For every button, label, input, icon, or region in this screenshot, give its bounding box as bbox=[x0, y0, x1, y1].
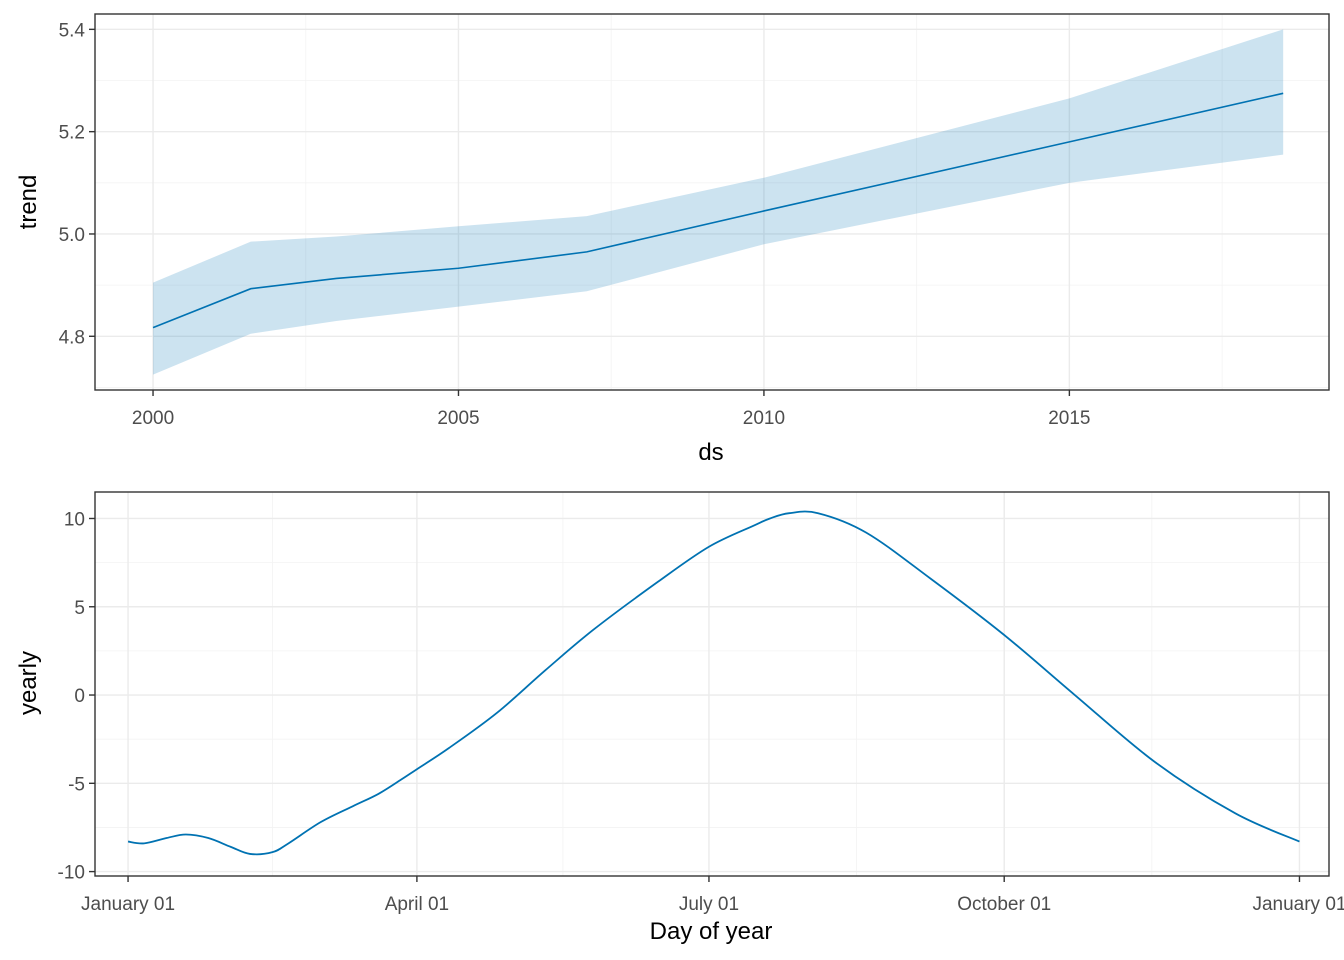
x-tick-label: 2015 bbox=[1048, 408, 1090, 429]
x-tick-label: January 01 bbox=[81, 894, 175, 915]
trend-x-axis-title: ds bbox=[698, 439, 723, 466]
x-tick-label: 2005 bbox=[437, 408, 479, 429]
x-tick-label: January 01 bbox=[1252, 894, 1344, 915]
trend-line bbox=[152, 92, 1284, 329]
x-tick-label: 2010 bbox=[743, 408, 785, 429]
trend-y-axis-title: trend bbox=[15, 175, 42, 230]
yearly-x-ticks: January 01 April 01 July 01 October 01 Janua… bbox=[81, 876, 1344, 915]
y-tick-label: 5 bbox=[74, 598, 85, 619]
x-tick-label: April 01 bbox=[385, 894, 449, 915]
y-tick-label: 5.0 bbox=[59, 225, 85, 246]
trend-uncertainty-band bbox=[153, 29, 1284, 375]
y-tick-label: -10 bbox=[58, 863, 85, 884]
yearly-panel-border bbox=[94, 491, 1330, 877]
trend-panel-border bbox=[94, 13, 1330, 391]
x-tick-label: October 01 bbox=[957, 894, 1051, 915]
y-tick-label: 4.8 bbox=[59, 327, 85, 348]
y-tick-label: -5 bbox=[68, 774, 85, 795]
x-tick-label: 2000 bbox=[132, 408, 174, 429]
trend-gridlines bbox=[95, 14, 1329, 390]
yearly-y-ticks: -10 -5 0 5 10 bbox=[58, 509, 95, 884]
trend-y-ticks: 4.8 5.0 5.2 5.4 bbox=[59, 20, 95, 348]
trend-x-ticks: 2000 2005 2010 2015 bbox=[132, 390, 1091, 429]
y-tick-label: 10 bbox=[64, 509, 85, 530]
yearly-gridlines bbox=[95, 492, 1329, 876]
yearly-panel: January 01 April 01 July 01 October 01 Janua… bbox=[15, 491, 1344, 945]
yearly-x-axis-title: Day of year bbox=[650, 918, 773, 945]
yearly-line bbox=[127, 510, 1300, 856]
y-tick-label: 0 bbox=[74, 686, 85, 707]
y-tick-label: 5.4 bbox=[59, 20, 86, 41]
y-tick-label: 5.2 bbox=[59, 123, 85, 144]
trend-panel: 2000 2005 2010 2015 4.8 5.0 5.2 5.4 ds trend bbox=[15, 13, 1330, 466]
yearly-y-axis-title: yearly bbox=[15, 651, 42, 715]
x-tick-label: July 01 bbox=[679, 894, 739, 915]
